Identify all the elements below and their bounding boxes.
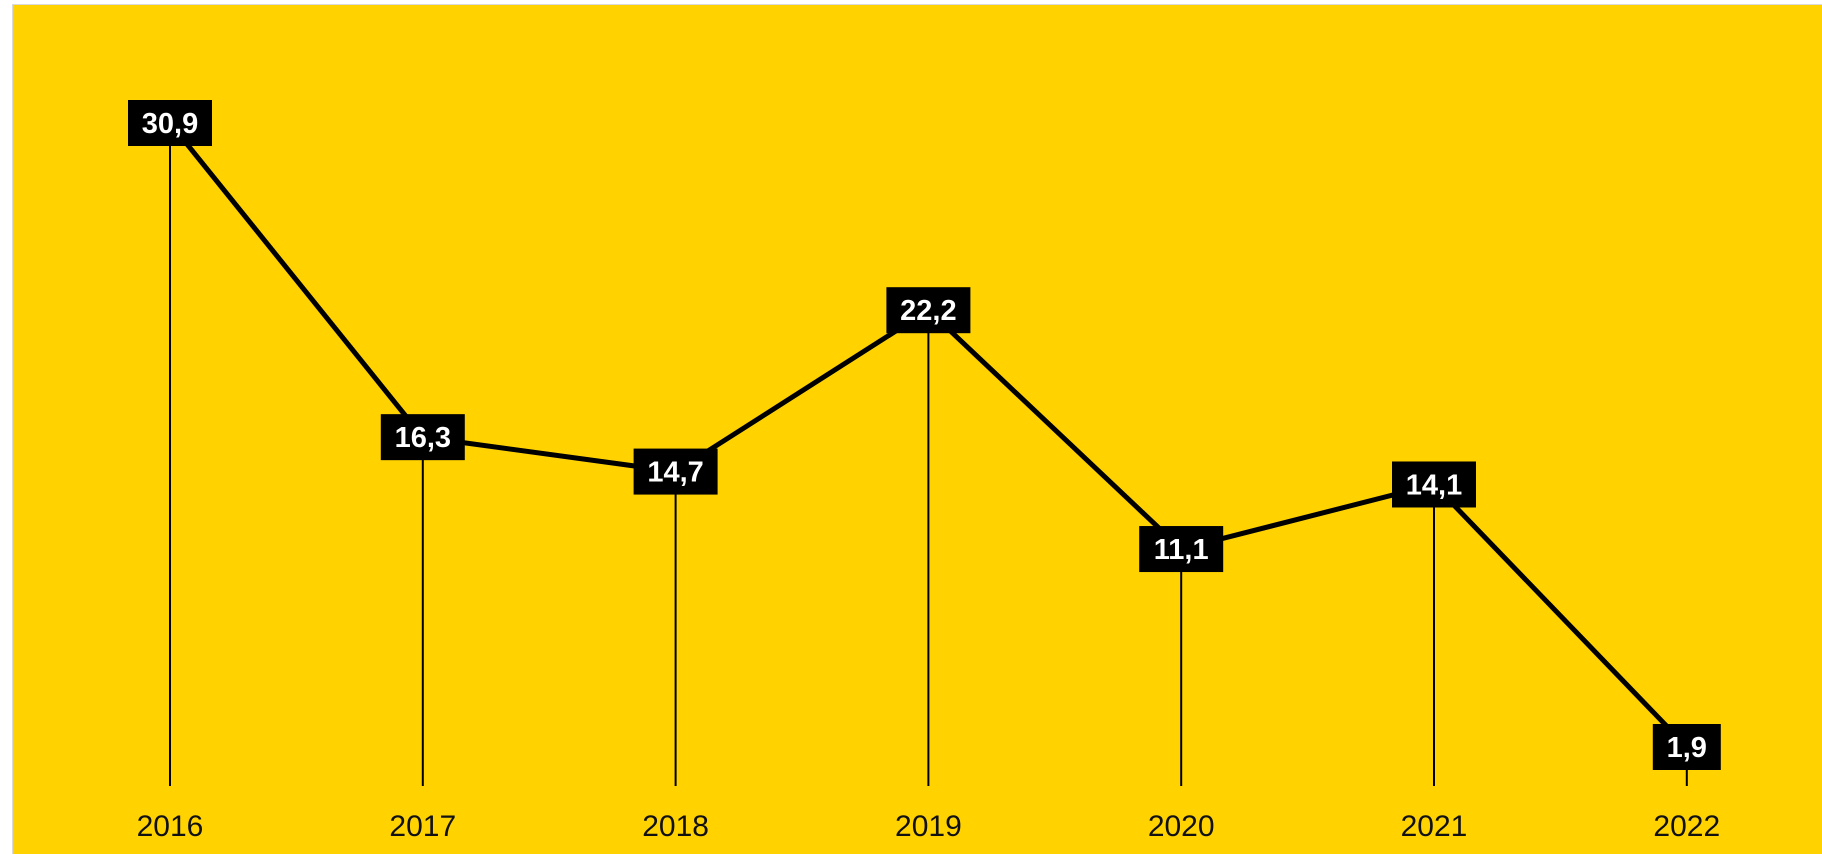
data-label-text: 14,1 (1406, 469, 1462, 501)
data-label-text: 14,7 (647, 457, 703, 489)
data-label: 16,3 (380, 414, 465, 461)
data-label-text: 22,2 (900, 295, 956, 327)
x-tick-label: 2019 (895, 810, 962, 843)
data-label-text: 16,3 (395, 422, 451, 454)
data-label: 22,2 (886, 287, 971, 334)
data-label: 11,1 (1139, 526, 1224, 573)
x-tick-label: 2017 (389, 810, 456, 843)
data-label-text: 11,1 (1154, 534, 1209, 566)
x-tick-label: 2021 (1401, 810, 1468, 843)
data-label-box (128, 100, 212, 146)
data-label-text: 1,9 (1667, 732, 1707, 764)
data-label-box (1652, 724, 1721, 770)
data-label-text: 30,9 (142, 108, 198, 140)
data-label: 30,9 (128, 100, 212, 146)
chart-area (12, 4, 1822, 854)
x-tick-label: 2022 (1653, 810, 1720, 843)
data-label-box (1392, 461, 1476, 508)
data-label: 14,1 (1392, 461, 1476, 508)
x-tick-label: 2018 (642, 810, 709, 843)
x-tick-label: 2020 (1148, 810, 1215, 843)
data-labels: 30,9 16,3 14,7 22,2 11,1 14,1 1,9 (128, 100, 1721, 770)
data-label-box (1139, 526, 1224, 573)
data-label-box (380, 414, 465, 461)
data-label-box (886, 287, 971, 334)
x-tick-label: 2016 (137, 810, 204, 843)
data-label: 14,7 (633, 448, 718, 495)
data-label-box (633, 448, 718, 495)
x-axis-tick-labels: 2016 2017 2018 2019 2020 2021 2022 (137, 810, 1721, 843)
data-label: 1,9 (1652, 724, 1721, 770)
